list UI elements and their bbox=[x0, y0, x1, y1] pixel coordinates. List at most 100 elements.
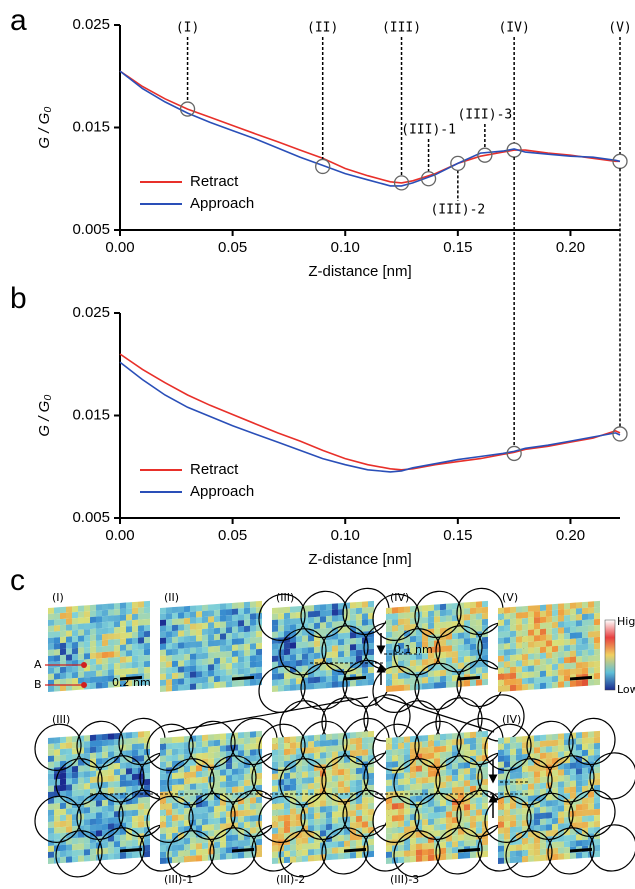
pixel bbox=[428, 677, 434, 683]
pixel bbox=[326, 646, 332, 652]
pixel bbox=[132, 768, 138, 774]
pixel bbox=[178, 636, 184, 642]
pixel bbox=[202, 783, 208, 789]
pixel bbox=[558, 603, 564, 609]
pixel bbox=[510, 755, 516, 761]
pixel bbox=[78, 623, 84, 629]
pixel bbox=[60, 821, 66, 827]
pixel bbox=[528, 659, 534, 665]
pixel bbox=[362, 743, 368, 749]
pixel bbox=[60, 809, 66, 815]
pixel bbox=[96, 616, 102, 622]
pixel bbox=[410, 784, 416, 790]
pixel bbox=[120, 781, 126, 787]
pixel bbox=[332, 739, 338, 745]
pixel bbox=[470, 620, 476, 626]
pixel bbox=[470, 744, 476, 750]
pixel bbox=[416, 837, 422, 843]
pixel bbox=[446, 811, 452, 817]
pixel bbox=[534, 735, 540, 741]
pixel bbox=[510, 773, 516, 779]
pixel bbox=[208, 752, 214, 758]
pixel bbox=[326, 782, 332, 788]
pixel bbox=[540, 771, 546, 777]
pixel bbox=[144, 625, 150, 631]
pixel bbox=[576, 626, 582, 632]
pixel bbox=[250, 731, 256, 737]
pixel bbox=[250, 827, 256, 833]
pixel bbox=[428, 605, 434, 611]
pixel bbox=[522, 606, 528, 612]
pixel bbox=[588, 679, 594, 685]
pixel bbox=[132, 608, 138, 614]
pixel bbox=[356, 852, 362, 858]
pixel bbox=[96, 812, 102, 818]
pixel bbox=[546, 646, 552, 652]
pixel bbox=[166, 625, 172, 631]
pixel bbox=[244, 780, 250, 786]
pixel bbox=[482, 767, 488, 773]
pixel bbox=[528, 765, 534, 771]
pixel bbox=[392, 685, 398, 691]
pixel bbox=[78, 635, 84, 641]
pixel bbox=[272, 858, 278, 864]
scale-bar bbox=[344, 677, 366, 679]
pixel bbox=[238, 602, 244, 608]
pixel bbox=[166, 743, 172, 749]
pixel bbox=[504, 649, 510, 655]
pixel bbox=[482, 779, 488, 785]
pixel bbox=[172, 661, 178, 667]
pixel bbox=[54, 607, 60, 613]
pixel bbox=[422, 747, 428, 753]
pixel bbox=[238, 614, 244, 620]
pixel bbox=[250, 637, 256, 643]
pixel bbox=[362, 815, 368, 821]
pixel bbox=[138, 815, 144, 821]
pixel bbox=[190, 837, 196, 843]
pixel bbox=[558, 733, 564, 739]
pixel bbox=[534, 647, 540, 653]
pixel bbox=[202, 825, 208, 831]
pixel bbox=[278, 761, 284, 767]
pixel bbox=[498, 662, 504, 668]
pixel bbox=[190, 605, 196, 611]
pixel bbox=[220, 739, 226, 745]
pixel bbox=[350, 732, 356, 738]
pixel bbox=[178, 808, 184, 814]
pixel bbox=[458, 769, 464, 775]
pixel bbox=[66, 754, 72, 760]
pixel bbox=[498, 804, 504, 810]
pixel bbox=[338, 853, 344, 859]
image-label: (III) bbox=[276, 591, 294, 604]
pixel bbox=[482, 773, 488, 779]
pixel bbox=[284, 755, 290, 761]
pixel bbox=[202, 677, 208, 683]
pixel bbox=[244, 650, 250, 656]
pixel bbox=[350, 768, 356, 774]
pixel bbox=[522, 684, 528, 690]
pixel bbox=[522, 672, 528, 678]
pixel bbox=[576, 668, 582, 674]
pixel bbox=[368, 797, 374, 803]
pixel bbox=[510, 607, 516, 613]
pixel bbox=[482, 607, 488, 613]
pixel bbox=[368, 809, 374, 815]
pixel bbox=[338, 835, 344, 841]
pixel bbox=[594, 803, 600, 809]
pixel bbox=[120, 775, 126, 781]
pixel bbox=[546, 634, 552, 640]
pixel bbox=[138, 827, 144, 833]
pixel bbox=[126, 804, 132, 810]
pixel bbox=[314, 801, 320, 807]
pixel bbox=[290, 814, 296, 820]
pixel bbox=[214, 812, 220, 818]
pixel bbox=[356, 668, 362, 674]
pixel bbox=[96, 758, 102, 764]
pixel bbox=[440, 842, 446, 848]
pixel bbox=[404, 856, 410, 862]
pixel bbox=[326, 670, 332, 676]
pixel bbox=[440, 640, 446, 646]
pixel bbox=[440, 854, 446, 860]
colorbar bbox=[605, 620, 615, 690]
pixel bbox=[126, 750, 132, 756]
